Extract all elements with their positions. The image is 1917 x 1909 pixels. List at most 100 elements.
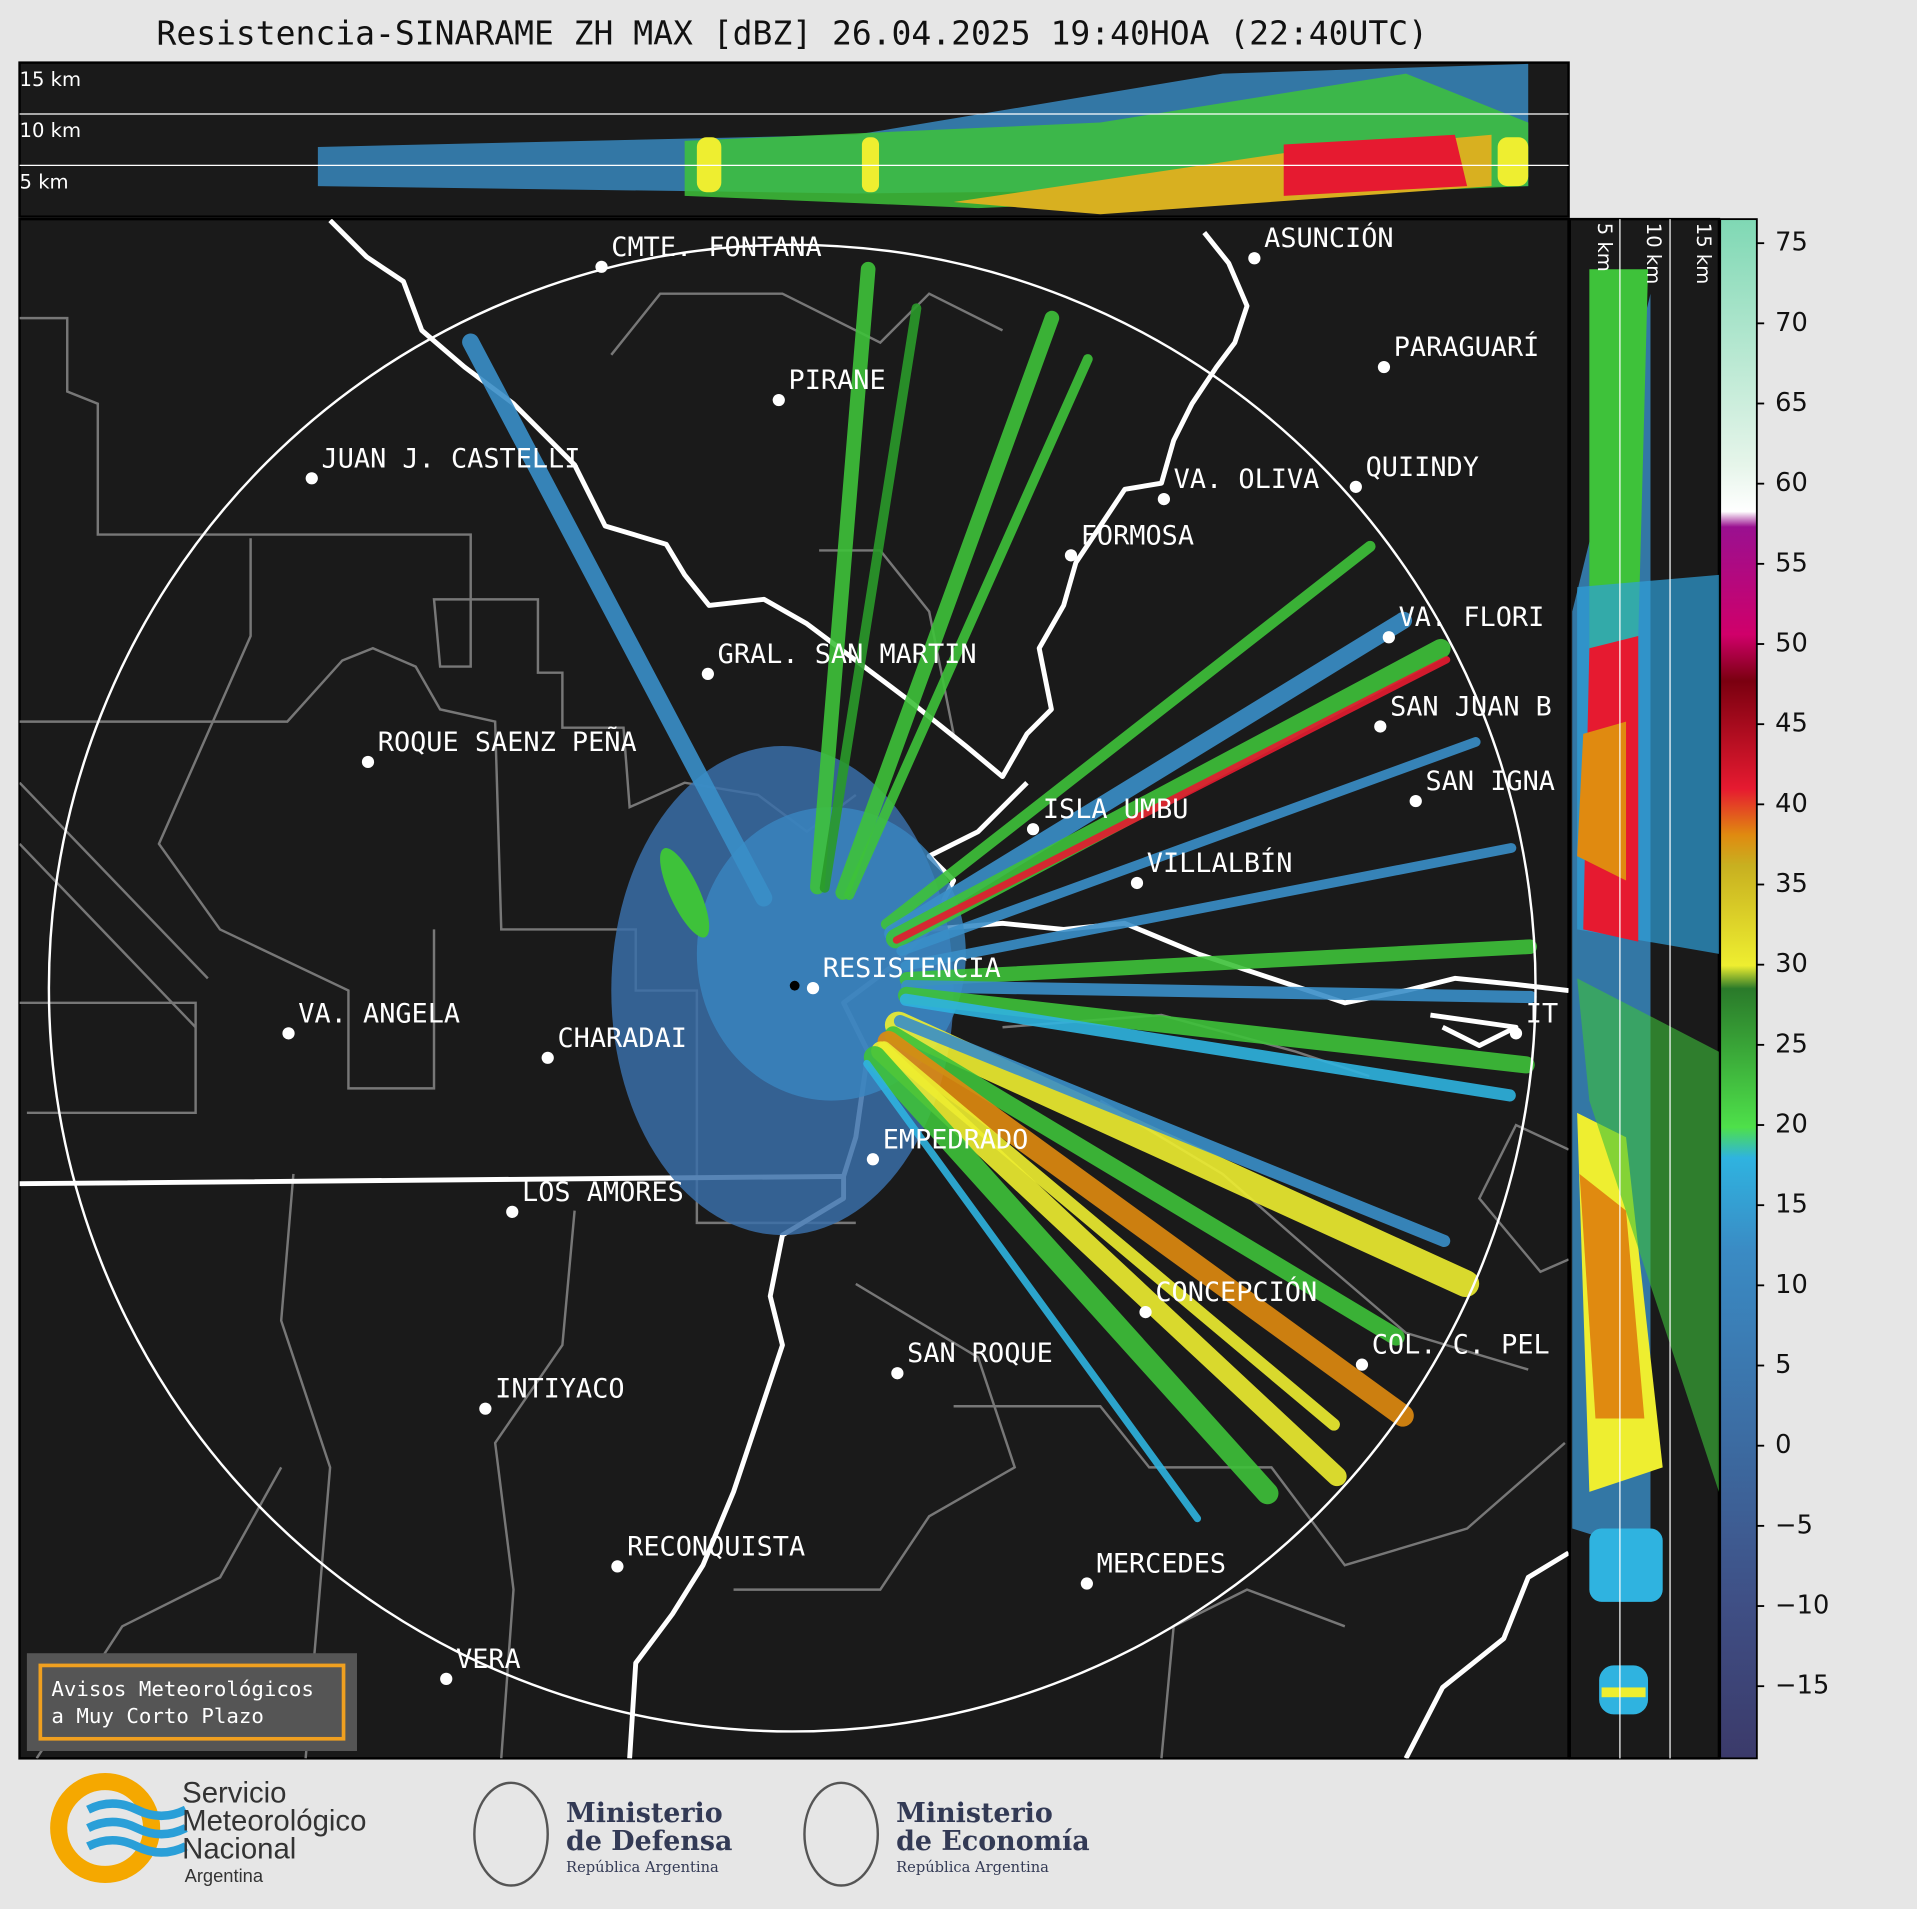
notice-frame — [38, 1663, 346, 1741]
city-dot — [701, 667, 714, 681]
city-label: MERCEDES — [1097, 1549, 1226, 1580]
city-dot — [1509, 1027, 1523, 1040]
height-label: 10 km — [20, 119, 81, 142]
city-dot — [1409, 794, 1422, 808]
city-dot — [1248, 252, 1261, 265]
logo-text: Meteorológico — [182, 1804, 366, 1837]
range-ring — [47, 243, 1537, 1733]
echo-ray — [844, 354, 1093, 900]
logo-text: de Defensa — [566, 1826, 732, 1857]
logo-text: Nacional — [182, 1833, 296, 1866]
city-dot — [305, 472, 318, 485]
city-dot — [866, 1153, 880, 1166]
city-label: ASUNCIÓN — [1264, 222, 1393, 254]
smn-emblem — [50, 1773, 161, 1884]
city-dot — [541, 1051, 554, 1064]
top-echo — [317, 63, 1529, 215]
echo-ray — [835, 310, 1060, 900]
logo-text: Ministerio — [566, 1798, 723, 1829]
city-dot — [1139, 1305, 1152, 1319]
title: Resistencia-SINARAME ZH MAX [dBZ] 26.04.… — [156, 13, 1428, 52]
echo-ray — [880, 540, 1376, 930]
city-label: INTIYACO — [495, 1374, 624, 1405]
city-dot — [1157, 492, 1171, 506]
echo-ray — [884, 1026, 1405, 1346]
map-content: CMTE. FONTANA PIRANE JUAN J. CASTELLI ASUNC… — [19, 219, 1569, 1759]
colorbar-tick-label: 75 — [1775, 228, 1808, 258]
height-label: 15 km — [20, 68, 81, 91]
city-label: VA. ANGELA — [298, 998, 460, 1029]
echo-ray — [884, 611, 1413, 942]
city-dot — [1026, 823, 1040, 836]
echo-ray — [896, 737, 1481, 956]
city-dot — [806, 982, 820, 995]
city-dot — [891, 1367, 904, 1380]
city-label: SAN ROQUE — [907, 1338, 1053, 1369]
city-label: CMTE. FONTANA — [611, 232, 821, 263]
city-label: SAN JUAN B — [1390, 691, 1552, 722]
logo-text: Servicio — [182, 1776, 286, 1809]
colorbar-tick-label: 70 — [1775, 308, 1808, 338]
echo-ray — [462, 333, 773, 907]
city-label: RESISTENCIA — [823, 953, 1001, 984]
city-label: PIRANE — [789, 365, 886, 396]
colorbar-tick-label: 20 — [1775, 1110, 1808, 1140]
logo-smn: Servicio Meteorológico Nacional Argentin… — [50, 1773, 366, 1886]
city-label: RECONQUISTA — [627, 1531, 805, 1562]
echo-ray — [878, 1041, 1340, 1431]
echo-ray — [810, 261, 876, 895]
colorbar-tick-label: 50 — [1775, 629, 1808, 659]
city-dot — [361, 755, 375, 769]
echo-ray — [871, 1041, 1347, 1487]
city-dot — [1382, 631, 1395, 644]
colorbar-tick-label: 5 — [1775, 1350, 1791, 1380]
colorbar-tick-label: 15 — [1775, 1190, 1808, 1220]
logo-text: de Economía — [896, 1826, 1090, 1857]
colorbar-tick-label: 10 — [1775, 1270, 1808, 1300]
logo-text: República Argentina — [896, 1859, 1049, 1876]
city-dot — [1377, 360, 1391, 374]
echo-ray — [899, 939, 1538, 987]
colorbar-tick-label: 45 — [1775, 709, 1808, 739]
colorbar-tick-label: 35 — [1775, 869, 1808, 899]
radar-echo — [462, 261, 1538, 1523]
echo-ray — [892, 656, 1451, 944]
logo-defensa: Ministerio de Defensa República Argentin… — [473, 1781, 732, 1887]
height-label: 5 km — [20, 171, 69, 194]
city-label: ROQUE SAENZ PEÑA — [378, 726, 637, 758]
side-echo — [1572, 269, 1719, 1715]
logo-economia: Ministerio de Economía República Argenti… — [803, 1781, 1090, 1887]
colorbar-tick-label: 30 — [1775, 949, 1808, 979]
echo-ray — [899, 993, 1516, 1102]
echo-ray — [900, 843, 1517, 971]
echo-ray — [884, 1011, 1480, 1298]
echo-ray — [897, 986, 1535, 1074]
echo-ray — [863, 1059, 1202, 1523]
city-dot — [282, 1027, 295, 1040]
colorbar-tick-label: 65 — [1775, 388, 1808, 418]
city-label: QUIINDY — [1366, 452, 1479, 483]
colorbar — [1719, 218, 1758, 1760]
city-dot — [1355, 1358, 1369, 1371]
smn-waves — [86, 1799, 188, 1857]
notice-box: Avisos Meteorológicos a Muy Corto Plazo — [26, 1653, 357, 1752]
colorbar-tick-label: −10 — [1775, 1591, 1829, 1621]
city-label: VILLALBÍN — [1147, 847, 1293, 879]
city-label: ISLA UMBU — [1043, 794, 1189, 825]
city-dot — [611, 1560, 624, 1573]
city-label: VA. FLORI — [1399, 602, 1545, 633]
coat-of-arms — [473, 1781, 549, 1887]
city-label: COL. C. PEL — [1372, 1330, 1550, 1361]
city-label: LOS AMORES — [522, 1177, 684, 1208]
height-label: 15 km — [1692, 223, 1715, 284]
city-dot — [772, 393, 785, 407]
notice-background — [26, 1653, 357, 1752]
echo-ray — [901, 980, 1537, 1004]
colorbar-ticks: −15 −10 −5 0 5 10 15 20 25 30 35 40 45 50 55 60 65 70 75 — [1756, 228, 1829, 1701]
city-label: PARAGUARÍ — [1394, 331, 1540, 363]
echo-ray — [893, 1014, 1451, 1248]
city-label: JUAN J. CASTELLI — [322, 443, 581, 474]
echo-ray — [877, 1030, 1414, 1427]
coat-of-arms — [803, 1781, 880, 1887]
